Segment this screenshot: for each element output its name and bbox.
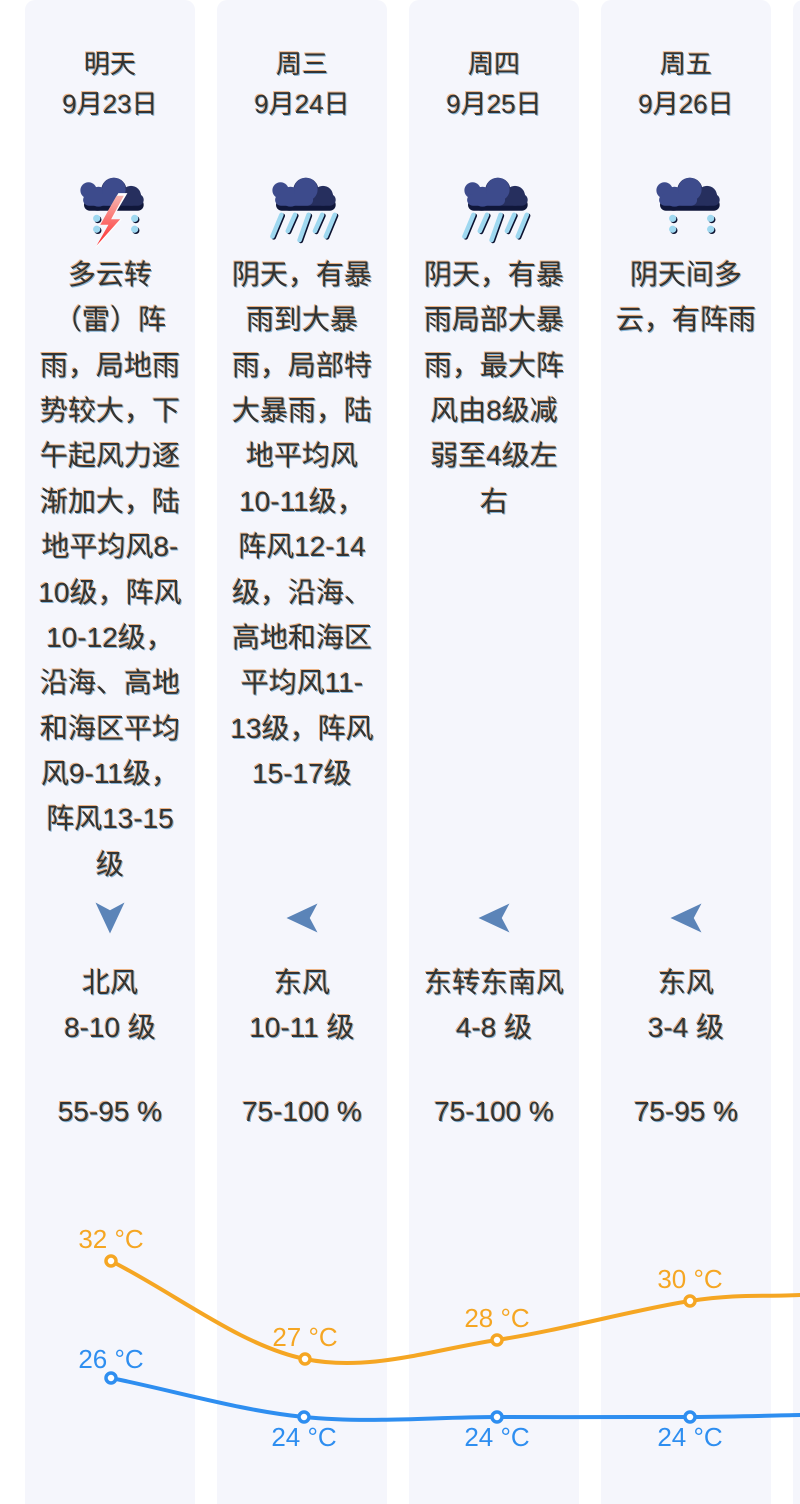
- svg-text:32 °C: 32 °C: [78, 1224, 143, 1254]
- svg-text:26 °C: 26 °C: [78, 1344, 143, 1374]
- svg-text:28 °C: 28 °C: [464, 1303, 529, 1333]
- svg-text:30 °C: 30 °C: [657, 1264, 722, 1294]
- svg-text:24 °C: 24 °C: [271, 1422, 336, 1452]
- svg-text:27 °C: 27 °C: [272, 1322, 337, 1352]
- svg-text:24 °C: 24 °C: [657, 1422, 722, 1452]
- svg-text:24 °C: 24 °C: [464, 1422, 529, 1452]
